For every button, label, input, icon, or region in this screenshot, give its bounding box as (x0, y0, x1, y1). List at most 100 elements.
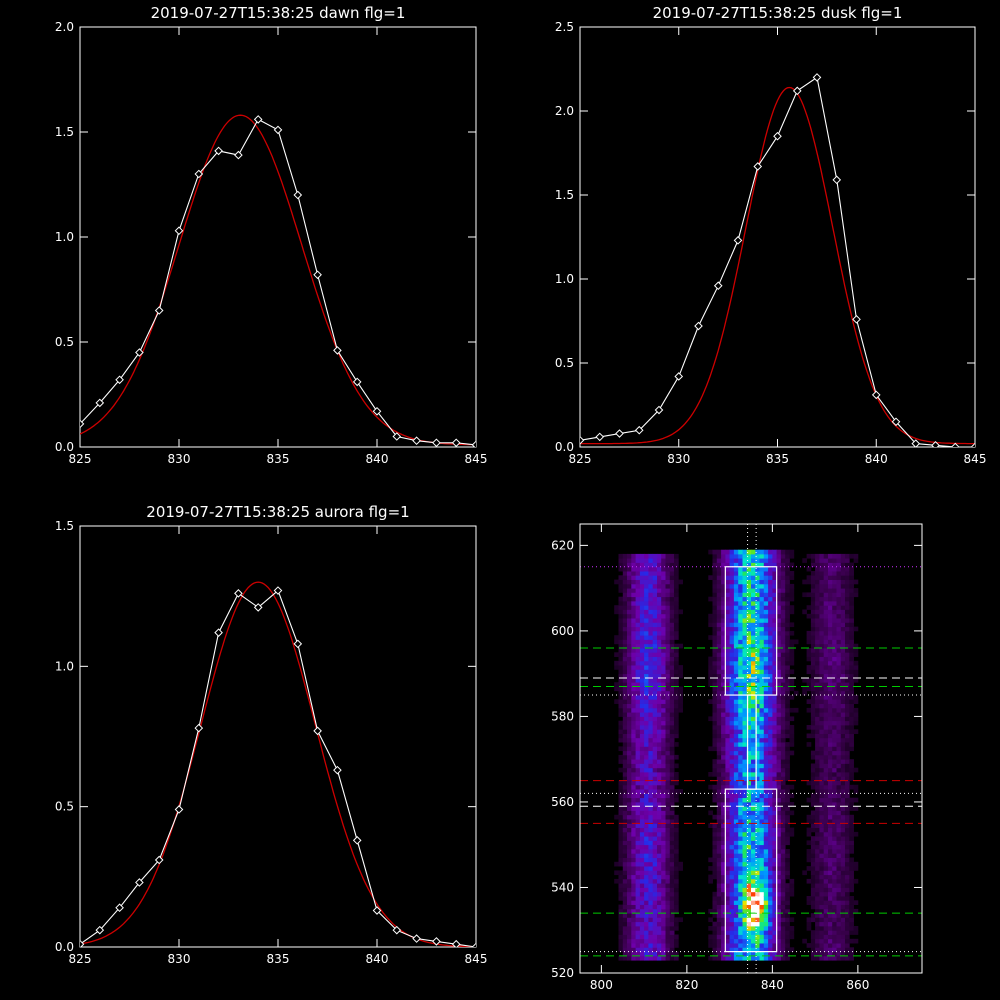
heatmap-cell (815, 707, 820, 713)
heatmap-cell (742, 682, 748, 687)
heatmap-cell (665, 562, 671, 568)
heatmap-cell (810, 849, 816, 854)
heatmap-cell (729, 750, 735, 756)
heatmap-cell (622, 601, 628, 606)
heatmap-cell (845, 725, 850, 730)
heatmap-cell (665, 660, 671, 666)
heatmap-cell (669, 857, 675, 863)
heatmap-cell (828, 733, 833, 739)
heatmap-cell (819, 729, 825, 734)
heatmap-cell (832, 720, 837, 726)
heatmap-cell (648, 870, 654, 876)
heatmap-cell (828, 913, 833, 918)
heatmap-cell (759, 827, 765, 833)
heatmap-cell (828, 583, 833, 589)
heatmap-cell (815, 913, 820, 918)
heatmap-cell (622, 759, 628, 764)
heatmap-cell (785, 806, 790, 811)
heatmap-cell (652, 900, 658, 905)
heatmap-cell (627, 857, 632, 863)
heatmap-cell (840, 703, 846, 709)
heatmap-cell (840, 896, 846, 901)
heatmap-cell (785, 917, 790, 923)
heatmap-cell (661, 575, 666, 580)
heatmap-cell (729, 823, 735, 828)
heatmap-cell (840, 793, 846, 799)
heatmap-cell (840, 819, 846, 824)
heatmap-cell (815, 754, 820, 760)
heatmap-cell (840, 849, 846, 854)
dawn-y-tick-label: 0.5 (55, 335, 74, 349)
heatmap-cell (674, 558, 679, 563)
heatmap-cell (810, 819, 816, 824)
heatmap-cell (836, 673, 842, 679)
heatmap-cell (678, 917, 683, 923)
heatmap-cell (759, 836, 765, 841)
heatmap-cell (742, 635, 748, 640)
heatmap-cell (716, 767, 722, 773)
heatmap-cell (618, 793, 624, 799)
heatmap-cell (819, 682, 825, 687)
heatmap-cell (712, 823, 718, 828)
heatmap-cell (733, 767, 739, 773)
heatmap-cell (639, 891, 645, 897)
heatmap-cell (763, 776, 769, 781)
heatmap-cell (738, 772, 743, 777)
heatmap-cell (768, 836, 773, 841)
heatmap-cell (768, 772, 773, 777)
heatmap-cell (763, 703, 769, 709)
heatmap-cell (780, 900, 786, 905)
heatmap-cell (849, 849, 854, 854)
heatmap-cell (738, 917, 743, 923)
heatmap-cell (776, 729, 782, 734)
heatmap-cell (742, 553, 748, 559)
heatmap-cell (772, 733, 778, 739)
heatmap-cell (738, 836, 743, 841)
heatmap-cell (661, 776, 666, 781)
heatmap-cell (716, 549, 722, 555)
heatmap-cell (639, 943, 645, 948)
heatmap-cell (622, 849, 628, 854)
heatmap-cell (845, 891, 850, 897)
heatmap-cell (725, 725, 731, 730)
heatmap-cell (627, 908, 632, 914)
heatmap-cell (639, 613, 645, 619)
heatmap-cell (631, 677, 636, 683)
heatmap-cell (763, 772, 769, 777)
heatmap-cell (657, 904, 662, 910)
heatmap-cell (661, 613, 666, 619)
heatmap-cell (729, 827, 735, 833)
heatmap-cell (836, 908, 842, 914)
heatmap-cell (832, 716, 837, 722)
heatmap-cell (635, 878, 641, 884)
heatmap-cell (729, 857, 735, 863)
heatmap-cell (721, 639, 726, 645)
heatmap-cell (729, 562, 735, 568)
heatmap-cell (768, 857, 773, 863)
heatmap-cell (652, 677, 658, 683)
heatmap-cell (806, 866, 812, 871)
heatmap-cell (819, 575, 825, 580)
heatmap-cell (840, 690, 846, 696)
dawn-data-point (194, 169, 204, 179)
heatmap-cell (635, 930, 641, 935)
heatmap-cell (721, 742, 726, 747)
heatmap-cell (631, 913, 636, 918)
heatmap-cell (669, 639, 675, 645)
heatmap-cell (768, 553, 773, 559)
heatmap-cell (815, 682, 820, 687)
heatmap-cell (751, 823, 756, 828)
heatmap-cell (768, 549, 773, 555)
heatmap-cell (806, 605, 812, 610)
heatmap-cell (840, 566, 846, 572)
heatmap-cell (819, 857, 825, 863)
heatmap-cell (733, 720, 739, 726)
heatmap-cell (815, 900, 820, 905)
heatmap-cell (712, 767, 718, 773)
heatmap-cell (669, 938, 675, 944)
heatmap-cell (742, 844, 748, 850)
heatmap-cell (729, 853, 735, 858)
heatmap-cell (785, 938, 790, 944)
heatmap-cell (836, 955, 842, 961)
heatmap-cell (819, 690, 825, 696)
